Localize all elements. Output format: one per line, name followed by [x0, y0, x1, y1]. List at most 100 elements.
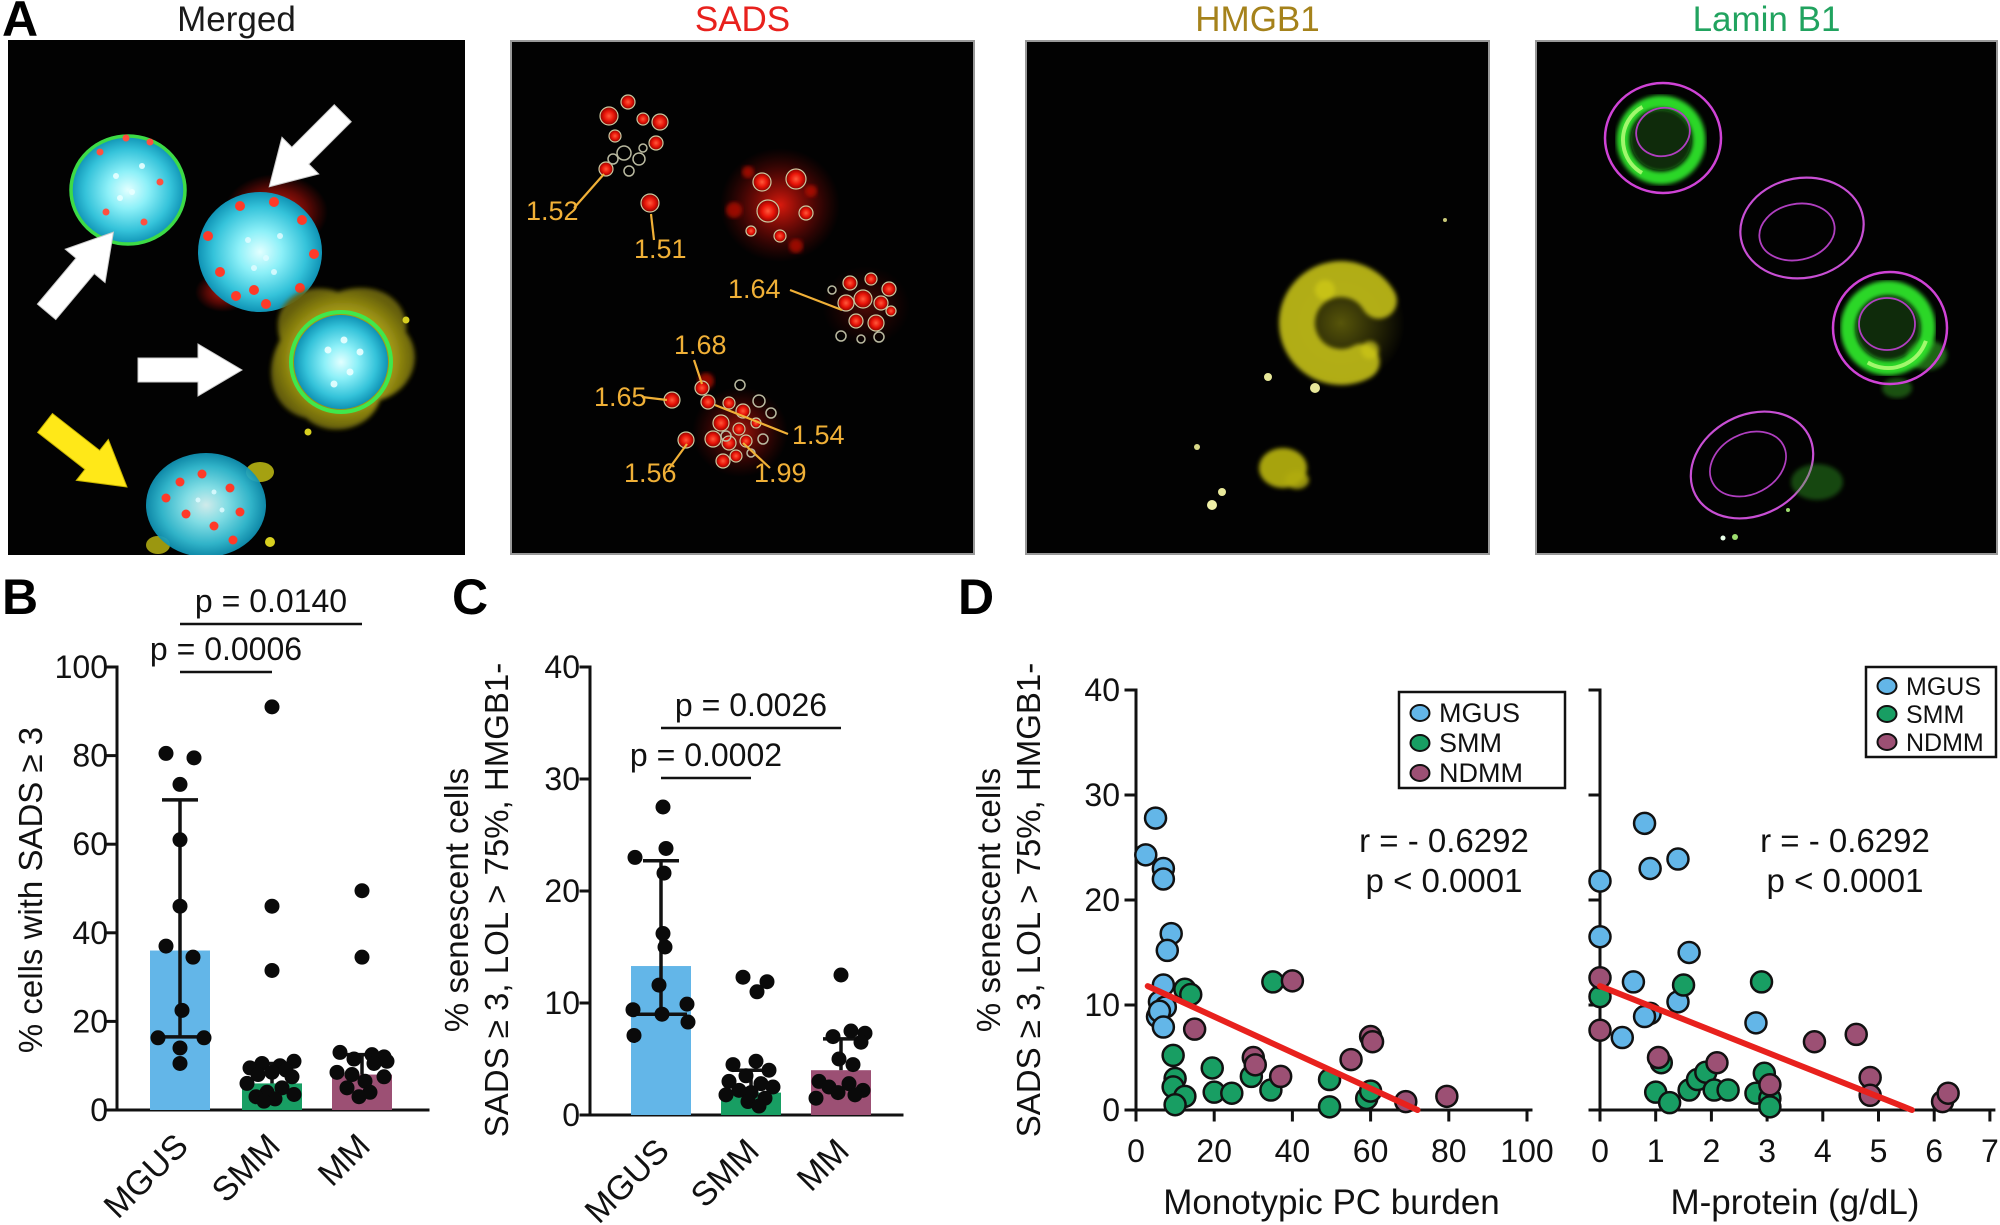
x-tick-label: 2 [1703, 1133, 1721, 1169]
x-tick-label: 5 [1870, 1133, 1888, 1169]
x-tick-label: 6 [1925, 1133, 1943, 1169]
panel-d-label: D [958, 569, 995, 625]
pvalue-label: p = 0.0002 [630, 737, 782, 773]
y-tick-label: 100 [55, 649, 108, 685]
sads-ratio-label: 1.51 [634, 234, 687, 264]
x-tick-labels: 0 20 40 60 80 100 [1127, 1133, 1554, 1169]
legend-label: SMM [1439, 728, 1502, 758]
micrograph-title-sads: SADS [694, 0, 791, 39]
micrograph-title-laminb1: Lamin B1 [1692, 0, 1841, 39]
micrograph-title-merged: Merged [177, 0, 296, 39]
white-arrow-icon [268, 104, 352, 188]
x-tick-label: 20 [1196, 1133, 1232, 1169]
pvalue-label: p = 0.0006 [150, 631, 302, 667]
pvalue-label: p = 0.0026 [675, 687, 827, 723]
pvalue-annotation: p < 0.0001 [1366, 862, 1523, 899]
micrograph-title-hmgb1: HMGB1 [1195, 0, 1320, 39]
axes [579, 665, 904, 1117]
x-tick-label: 7 [1981, 1133, 1999, 1169]
y-tick-labels: 0 20 40 60 80 100 [55, 649, 108, 1128]
x-tick-label: 1 [1647, 1133, 1665, 1169]
x-tick-label: 40 [1275, 1133, 1311, 1169]
legend-marker-NDMM [1876, 733, 1898, 751]
y-tick-label: 80 [72, 738, 108, 774]
hmgb1-background [1025, 40, 1490, 555]
chart-b-bar: 0 20 40 60 80 100 % cells with SADS ≥ 3 p = 0.0… [12, 583, 430, 1225]
legend-marker-MGUS [1409, 704, 1431, 722]
legend-marker-NDMM [1409, 764, 1431, 782]
sads-ratio-label: 1.68 [674, 330, 727, 360]
sads-ratio-labels: 1.52 1.51 1.641.68 1.65 1.54 1.56 1.99 [526, 173, 845, 488]
y-tick-label: 20 [72, 1003, 108, 1039]
panel-a-label: A [2, 0, 39, 47]
legend-label: NDMM [1906, 729, 1984, 757]
y-tick-label: 0 [90, 1092, 108, 1128]
y-axis-title: % senescent cells [970, 768, 1007, 1032]
sads-ratio-label: 1.56 [624, 458, 677, 488]
legend-label: NDMM [1439, 758, 1523, 788]
legend-marker-SMM [1876, 705, 1898, 723]
legend-label: SMM [1906, 701, 1964, 729]
sads-ratio-label: 1.65 [594, 382, 647, 412]
y-tick-label: 20 [1084, 882, 1120, 918]
y-tick-labels: 0 10 20 30 40 [544, 649, 580, 1133]
scatter-points-MGUS [1588, 811, 1768, 1050]
scatter-points-NDMM [1588, 965, 1960, 1114]
sads-ratio-label: 1.54 [792, 420, 845, 450]
merged-cell-sads-center [195, 174, 328, 312]
y-axis-title: % cells with SADS ≥ 3 [12, 727, 49, 1053]
hmgb1-small-blob [1259, 448, 1309, 489]
legend-marker-MGUS [1876, 677, 1898, 695]
y-tick-label: 10 [544, 985, 580, 1021]
y-tick-label: 40 [72, 915, 108, 951]
y-axis-title: % senescent cells [440, 768, 475, 1032]
scatter-points [1588, 811, 1960, 1119]
x-category-label: MGUS [97, 1127, 196, 1225]
sads-foci-cluster-bottom [663, 373, 777, 469]
y-tick-label: 40 [1084, 672, 1120, 708]
y-axis-title: SADS ≥ 3, LOL > 75%, HMGB1- [478, 663, 515, 1138]
merged-cell-hmgb1-positive [271, 287, 415, 436]
sads-ratio-label: 1.99 [754, 458, 807, 488]
x-tick-label: 100 [1500, 1133, 1553, 1169]
legend-label: MGUS [1439, 698, 1520, 728]
pvalue-annotation: p < 0.0001 [1767, 862, 1924, 899]
y-tick-label: 20 [544, 873, 580, 909]
y-tick-label: 30 [1084, 777, 1120, 813]
micrograph-laminb1 [1535, 40, 1998, 555]
x-category-label: MM [790, 1132, 857, 1199]
merged-cell-senescent-top-left [69, 134, 187, 246]
laminb1-positive-cell-right [1831, 270, 1949, 398]
x-axis-title: Monotypic PC burden [1163, 1183, 1500, 1222]
hmgb1-c-shaped-blob [1279, 261, 1404, 385]
x-tick-label: 4 [1814, 1133, 1832, 1169]
x-category-label: SMM [205, 1127, 288, 1210]
y-tick-label: 60 [72, 826, 108, 862]
panel-b-label: B [2, 569, 39, 625]
x-category-label: MM [311, 1127, 378, 1194]
trend-line [1144, 983, 1421, 1113]
y-axis-title: SADS ≥ 3, LOL > 75%, HMGB1- [1010, 663, 1047, 1138]
data-points [625, 799, 873, 1114]
yellow-arrow-icon [36, 412, 128, 488]
x-tick-labels: 0 1 2 3 4 5 6 7 [1591, 1133, 1999, 1169]
trend-line [1597, 983, 1915, 1113]
merged-cell-bottom [146, 453, 275, 555]
sads-foci-cluster-center [726, 166, 817, 253]
y-tick-label: 40 [544, 649, 580, 685]
x-tick-label: 60 [1353, 1133, 1389, 1169]
sads-foci-cluster-top-left [598, 94, 669, 213]
white-arrow-icon [36, 231, 115, 321]
x-tick-label: 0 [1127, 1133, 1145, 1169]
scatter-points-MGUS [1134, 806, 1183, 1039]
legend-label: MGUS [1906, 673, 1981, 701]
x-tick-label: 80 [1431, 1133, 1467, 1169]
correlation-annotation: r = - 0.6292 [1760, 822, 1930, 859]
laminb1-negative-cell-outline-bottom [1689, 410, 1843, 541]
y-tick-label: 0 [1102, 1092, 1120, 1128]
pvalue-label: p = 0.0140 [195, 583, 347, 619]
y-tick-label: 10 [1084, 987, 1120, 1023]
